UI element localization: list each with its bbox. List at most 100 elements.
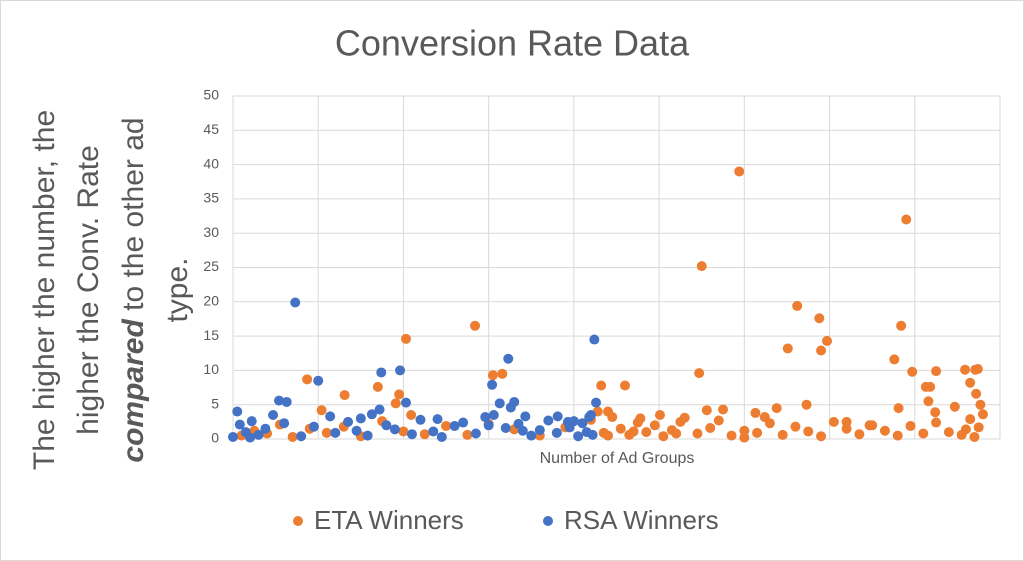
point xyxy=(764,418,775,429)
point xyxy=(705,423,716,434)
point xyxy=(949,401,960,412)
point xyxy=(587,429,598,440)
point xyxy=(432,414,443,425)
point xyxy=(389,424,400,435)
point xyxy=(488,409,499,420)
point xyxy=(381,420,392,431)
point xyxy=(234,419,245,430)
point xyxy=(816,345,827,356)
point xyxy=(694,368,705,379)
point xyxy=(487,370,498,381)
y-tick-label: 30 xyxy=(203,224,219,240)
point xyxy=(573,431,584,442)
point xyxy=(589,334,600,345)
point xyxy=(925,381,936,392)
point xyxy=(896,320,907,331)
point xyxy=(814,313,825,324)
y-tick-label: 45 xyxy=(203,121,219,137)
x-axis-label: Number of Ad Groups xyxy=(540,450,695,467)
point xyxy=(483,420,494,431)
point xyxy=(355,413,366,424)
point xyxy=(596,380,607,391)
point xyxy=(246,416,257,427)
point xyxy=(701,405,712,416)
point xyxy=(792,300,803,311)
point xyxy=(734,166,745,177)
point xyxy=(828,416,839,427)
point xyxy=(628,426,639,437)
point xyxy=(366,409,377,420)
point xyxy=(470,320,481,331)
point xyxy=(816,431,827,442)
y-tick-label: 0 xyxy=(211,430,219,446)
point xyxy=(401,397,412,408)
point xyxy=(268,409,279,420)
point xyxy=(401,333,412,344)
point xyxy=(854,429,865,440)
point xyxy=(497,368,508,379)
point xyxy=(339,390,350,401)
point xyxy=(308,421,319,432)
point xyxy=(500,423,511,434)
point xyxy=(509,396,520,407)
point xyxy=(750,407,761,418)
y-label-line: The higher the number, the xyxy=(28,110,61,470)
y-tick-label: 10 xyxy=(203,361,219,377)
point xyxy=(428,426,439,437)
point xyxy=(696,261,707,272)
point xyxy=(584,412,595,423)
point xyxy=(343,416,354,427)
point xyxy=(679,412,690,423)
point xyxy=(739,432,750,443)
point xyxy=(931,366,942,377)
point xyxy=(480,412,491,423)
point xyxy=(253,429,264,440)
point xyxy=(552,411,563,422)
point xyxy=(892,430,903,441)
legend-marker xyxy=(293,516,303,526)
y-tick-label: 20 xyxy=(203,293,219,309)
point xyxy=(228,431,238,442)
legend-label: RSA Winners xyxy=(564,505,719,535)
point xyxy=(520,411,531,422)
point xyxy=(577,418,588,429)
point xyxy=(591,397,602,408)
point xyxy=(658,431,669,442)
point xyxy=(302,374,313,385)
point xyxy=(889,354,900,365)
point xyxy=(931,417,942,428)
y-label-emphasis: compared xyxy=(117,319,150,463)
legend-label: ETA Winners xyxy=(314,505,464,535)
point xyxy=(901,214,912,225)
point xyxy=(905,420,916,431)
point xyxy=(441,420,452,431)
point xyxy=(960,424,971,435)
point xyxy=(620,380,631,391)
y-axis-label: The higher the number, the higher the Co… xyxy=(28,110,194,470)
point xyxy=(718,404,729,415)
point xyxy=(415,414,426,425)
point xyxy=(607,412,618,423)
point xyxy=(803,426,814,437)
y-tick-label: 15 xyxy=(203,327,219,343)
point xyxy=(918,428,929,439)
point xyxy=(526,430,537,441)
point xyxy=(296,431,307,442)
grid: 0 5 10 15 20 25 30 35 40 45 50 xyxy=(203,87,1001,446)
point xyxy=(752,427,763,438)
point xyxy=(279,418,290,429)
point xyxy=(458,417,469,428)
point xyxy=(713,415,724,426)
point xyxy=(362,430,373,441)
point xyxy=(654,409,665,420)
point xyxy=(841,416,852,427)
y-label-line: higher the Conv. Rate xyxy=(72,145,105,435)
point xyxy=(374,404,385,415)
point xyxy=(692,428,703,439)
y-label-text: to the other ad xyxy=(117,117,150,319)
point xyxy=(777,429,788,440)
point xyxy=(893,403,904,414)
point xyxy=(462,429,473,440)
point xyxy=(287,431,298,442)
point xyxy=(771,403,782,414)
